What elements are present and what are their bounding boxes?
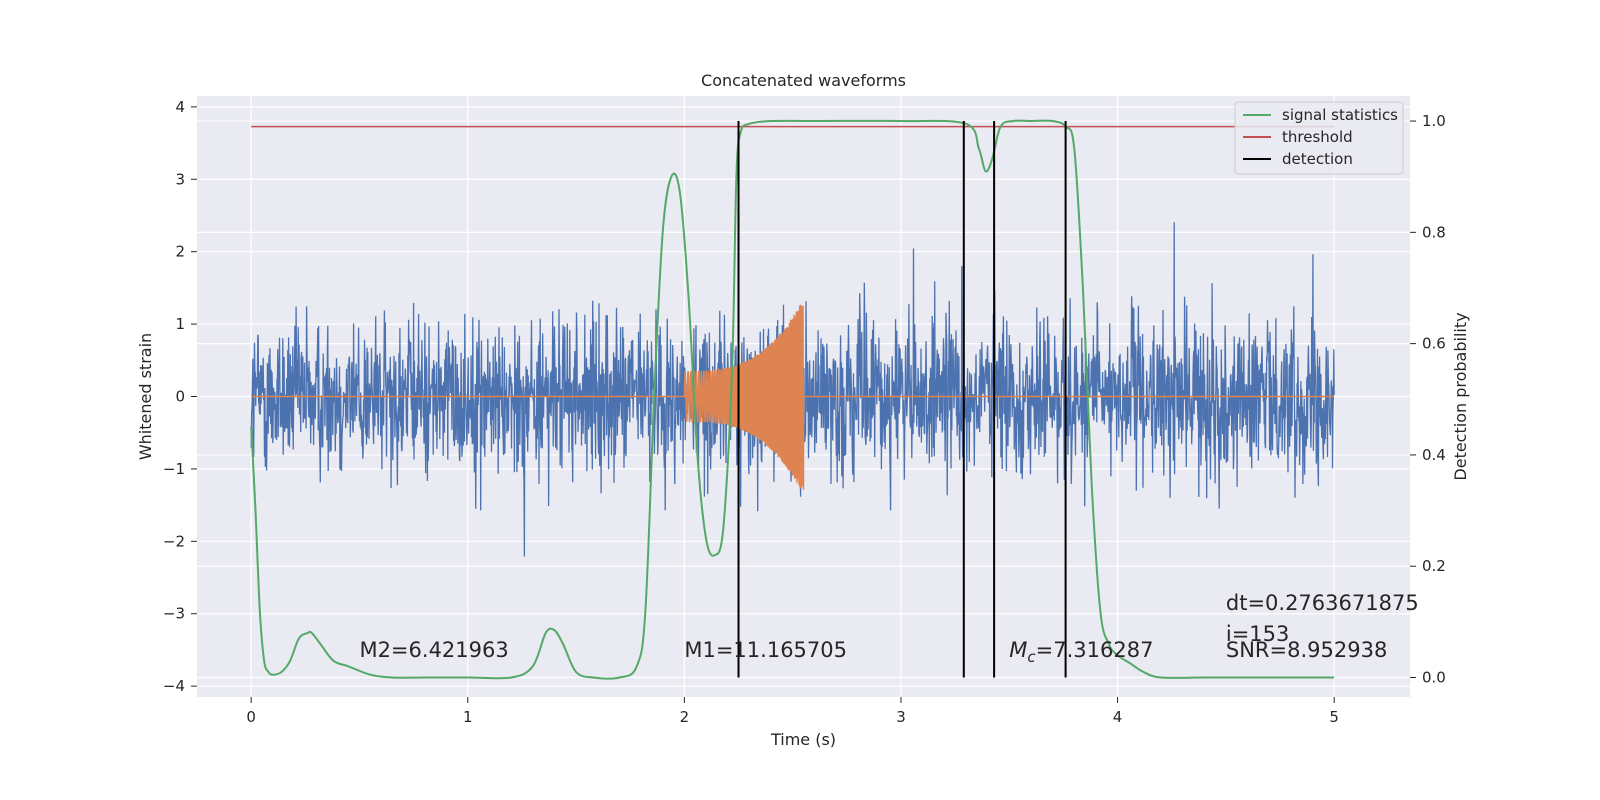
signal-statistics-line (250, 119, 1335, 680)
y-axis-label-right: Detection probability (1451, 312, 1470, 480)
y-tick-label-left: −3 (163, 605, 185, 623)
legend: signal statistics threshold detection (1234, 101, 1404, 175)
x-tick-label: 0 (246, 708, 256, 726)
y-tick-label-left: −1 (163, 460, 185, 478)
y-tick-label-left: 4 (175, 98, 185, 116)
legend-label: detection (1282, 150, 1353, 168)
y-tick-label-left: 2 (175, 243, 185, 261)
annotations: M2=6.421963 M1=11.165705 Mc=7.316287 dt=0.2… (359, 591, 1418, 666)
x-tick-label: 4 (1113, 708, 1123, 726)
y-tick-label-right: 0.4 (1422, 446, 1446, 464)
annotation-text: M2=6.421963 (359, 638, 508, 662)
data-layer (250, 119, 1335, 680)
chart-title: Concatenated waveforms (701, 71, 906, 90)
y-tick-label-left: 1 (175, 315, 185, 333)
annotation-text: i=153 (1226, 622, 1290, 646)
annotation-text: SNR=8.952938 (1226, 638, 1387, 662)
y-tick-label-right: 1.0 (1422, 112, 1446, 130)
y-tick-label-left: 3 (175, 170, 185, 188)
annotation-text: Mc=7.316287 (1009, 638, 1153, 666)
template-series-line (251, 304, 1335, 490)
legend-label: threshold (1282, 128, 1353, 146)
y-tick-label-right: 0.0 (1422, 669, 1446, 687)
annotation-text: M1=11.165705 (684, 638, 847, 662)
y-tick-label-right: 0.6 (1422, 335, 1446, 353)
y-tick-label-left: 0 (175, 388, 185, 406)
x-axis-label: Time (s) (770, 730, 836, 749)
x-tick-label: 2 (680, 708, 690, 726)
y-tick-label-right: 0.8 (1422, 223, 1446, 241)
y-tick-label-left: −4 (163, 677, 185, 695)
y-tick-label-left: −2 (163, 532, 185, 550)
x-tick-label: 5 (1329, 708, 1339, 726)
y-tick-label-right: 0.2 (1422, 557, 1446, 575)
x-tick-label: 3 (896, 708, 906, 726)
legend-label: signal statistics (1282, 106, 1398, 124)
legend-box (1234, 101, 1404, 175)
ticks: 0 1 2 3 4 5 −4 −3 −2 −1 0 1 2 3 4 0.0 0.2 0.4 0.6 0.8 1.0 (163, 98, 1446, 726)
y-axis-label-left: Whitened strain (136, 333, 155, 460)
x-tick-label: 1 (463, 708, 473, 726)
annotation-text: dt=0.2763671875 (1226, 591, 1419, 615)
